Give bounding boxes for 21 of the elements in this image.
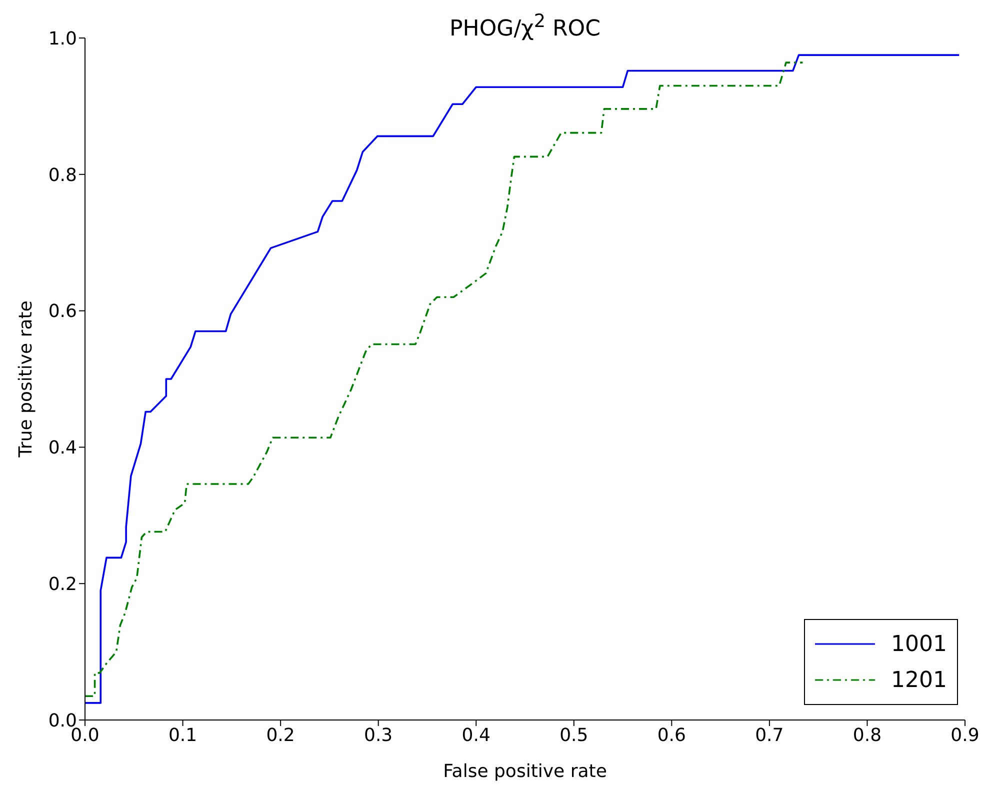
legend-label: 1201 — [891, 668, 947, 692]
x-tick-label: 0.9 — [950, 724, 980, 746]
x-tick-label: 0.2 — [266, 724, 295, 746]
y-tick-label: 0.2 — [48, 574, 77, 595]
x-tick-label: 0.7 — [755, 724, 784, 746]
x-tick-label: 0.1 — [168, 724, 198, 746]
y-tick-label: 1.0 — [48, 28, 77, 50]
x-axis-title: False positive rate — [443, 761, 607, 782]
x-tick-label: 0.3 — [364, 724, 393, 746]
legend-label: 1001 — [891, 632, 947, 656]
line-series — [85, 62, 804, 698]
x-tick-label: 0.6 — [657, 724, 686, 746]
chart-title: PHOG/χ$^{2}$ ROC — [448, 10, 602, 44]
y-axis-title: True positive rate — [15, 300, 36, 458]
x-tick-label: 0.8 — [852, 724, 882, 746]
x-tick-label: 0.5 — [560, 724, 588, 746]
x-tick-label: 0.4 — [462, 724, 490, 746]
y-tick-label: 0.8 — [48, 164, 77, 186]
y-tick-label: 0.4 — [48, 438, 77, 459]
line-series — [85, 54, 960, 704]
y-tick-label: 0.6 — [48, 301, 77, 322]
